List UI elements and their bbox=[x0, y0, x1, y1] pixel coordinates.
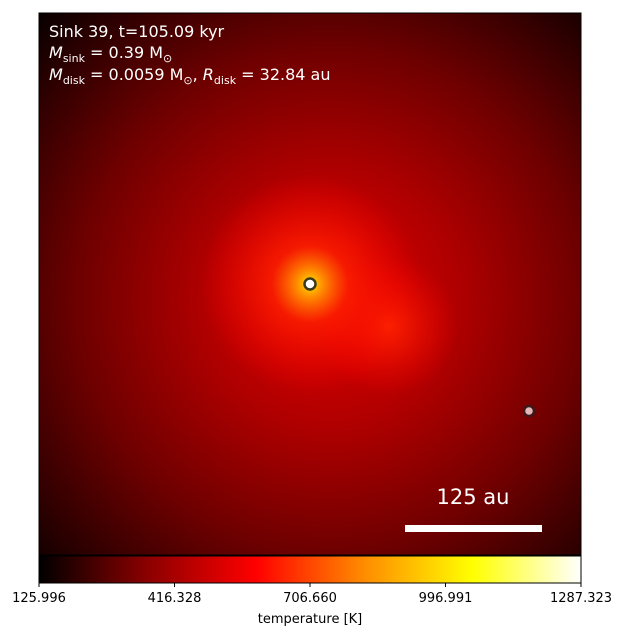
colorbar-tick-label: 125.996 bbox=[12, 591, 66, 606]
sink-mass-line: Msink = 0.39 M⊙ bbox=[49, 43, 172, 65]
sink-info-line: Sink 39, t=105.09 kyr bbox=[49, 22, 225, 41]
colorbar-label: temperature [K] bbox=[258, 612, 363, 627]
colorbar-tick-label: 1287.323 bbox=[550, 591, 612, 606]
colorbar-ticks: 125.996 416.328 706.660 996.991 1287.323 bbox=[12, 583, 612, 606]
map-frame bbox=[38, 12, 582, 556]
colorbar-tick-label: 706.660 bbox=[283, 591, 337, 606]
scalebar bbox=[405, 525, 542, 532]
colorbar bbox=[38, 555, 582, 584]
colorbar-tick-label: 996.991 bbox=[419, 591, 473, 606]
colorbar-tick-label: 416.328 bbox=[148, 591, 202, 606]
sink-marker-central bbox=[303, 277, 317, 291]
disk-properties-line: Mdisk = 0.0059 M⊙, Rdisk = 32.84 au bbox=[49, 65, 330, 87]
sink-marker-companion bbox=[522, 404, 536, 418]
scalebar-label: 125 au bbox=[437, 485, 510, 509]
